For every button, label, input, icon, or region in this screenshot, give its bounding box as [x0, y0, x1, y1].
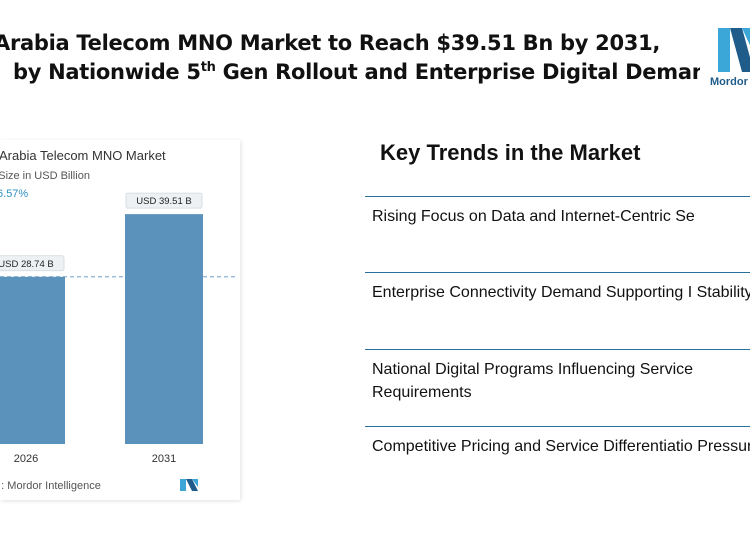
chart-subtitle: et Size in USD Billion	[0, 170, 90, 182]
headline-superscript: th	[200, 60, 216, 75]
trend-item: Enterprise Connectivity Demand Supportin…	[365, 272, 750, 343]
cagr-value: 6.57%	[0, 188, 29, 200]
headline: Arabia Telecom MNO Market to Reach $39.5…	[0, 0, 700, 100]
value-label-box	[125, 192, 203, 209]
trend-item: National Digital Programs Influencing Se…	[365, 349, 750, 420]
chart-card: di Arabia Telecom MNO Market et Size in …	[0, 140, 240, 500]
headline-line-2-end: Gen Rollout and Enterprise Digital Deman…	[215, 60, 700, 84]
chart-cagr: R 6.57%	[0, 188, 28, 200]
bar-2031	[125, 214, 203, 444]
trend-item-text: National Digital Programs Influencing Se…	[372, 361, 694, 401]
trend-item: Competitive Pricing and Service Differen…	[365, 426, 750, 497]
mordor-logo-word: Mordor	[710, 76, 748, 88]
bar-chart: USD 28.74 B 2026 USD 39.51 B 2031	[0, 192, 236, 465]
chart-title: di Arabia Telecom MNO Market	[0, 148, 166, 163]
trend-item-text: Enterprise Connectivity Demand Supportin…	[372, 284, 750, 301]
key-trends-panel: Key Trends in the Market Rising Focus on…	[365, 140, 750, 480]
headline-line-1: Arabia Telecom MNO Market to Reach $39.5…	[0, 31, 661, 55]
category-label: 2026	[14, 453, 38, 465]
bar-2026	[0, 276, 65, 444]
trend-item-text: Rising Focus on Data and Internet-Centri…	[372, 208, 695, 225]
headline-line-2: by Nationwide 5th Gen Rollout and Enterp…	[13, 60, 700, 84]
value-label: USD 39.51 B	[136, 196, 191, 207]
category-label: 2031	[152, 453, 176, 465]
headline-line-2-start: by Nationwide 5	[13, 60, 201, 84]
trend-item: Rising Focus on Data and Internet-Centri…	[365, 196, 750, 267]
mordor-logo-mark-icon	[718, 28, 750, 72]
value-label-box	[0, 255, 65, 272]
source-logo-icon	[180, 479, 198, 491]
mordor-logo: Mordor	[708, 24, 750, 94]
trend-item-text: Competitive Pricing and Service Differen…	[372, 438, 750, 455]
value-label: USD 28.74 B	[0, 259, 54, 270]
key-trends-title: Key Trends in the Market	[380, 140, 641, 165]
chart-source: e : Mordor Intelligence	[0, 480, 101, 492]
